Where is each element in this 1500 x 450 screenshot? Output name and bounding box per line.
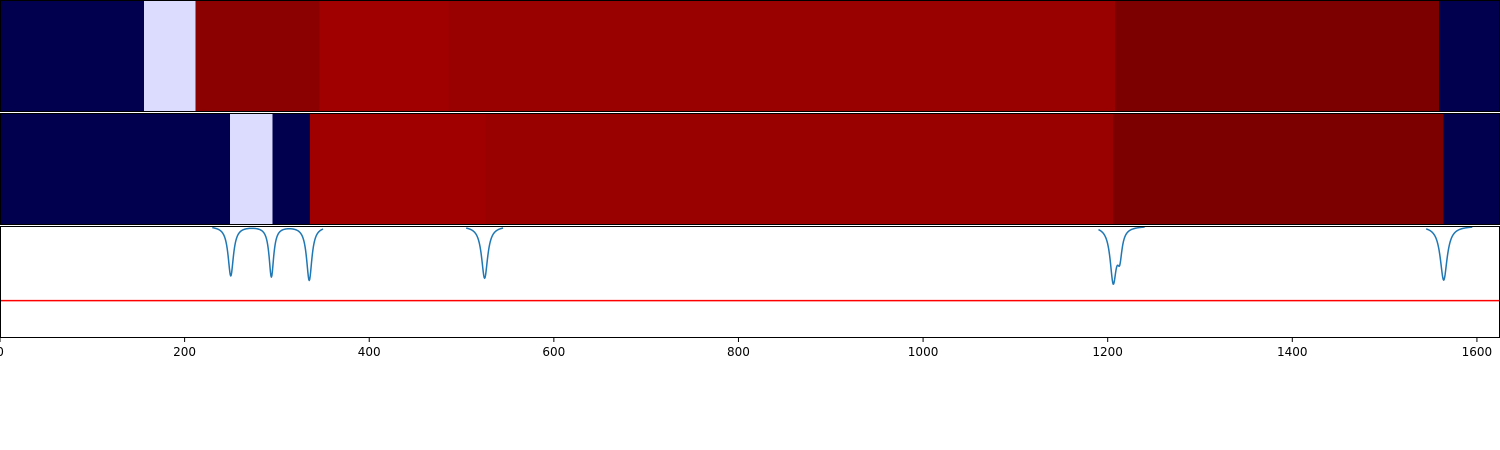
x-tick-label: 600 bbox=[542, 345, 565, 359]
x-axis: 0 200 400 600 800 1000 1200 1400 1600 bbox=[0, 338, 1492, 359]
heatmap-panel-middle bbox=[0, 113, 1500, 225]
heatmap-segment-2-2 bbox=[272, 113, 311, 225]
heatmap-segment-2-5 bbox=[1113, 113, 1444, 225]
heatmap-segment-1-4 bbox=[448, 0, 1116, 112]
panel-border bbox=[0, 226, 1500, 338]
x-tick-label: 0 bbox=[0, 345, 4, 359]
signal-line-2 bbox=[1098, 226, 1145, 285]
signal-line-1 bbox=[465, 227, 504, 280]
x-tick-label: 400 bbox=[358, 345, 381, 359]
heatmap-segment-2-6 bbox=[1443, 113, 1500, 225]
x-tick-label: 200 bbox=[173, 345, 196, 359]
heatmap-segment-1-2 bbox=[195, 0, 320, 112]
heatmap-segment-1-5 bbox=[1115, 0, 1440, 112]
heatmap-segment-2-4 bbox=[485, 113, 1114, 225]
heatmap-segment-1-6 bbox=[1439, 0, 1500, 112]
heatmap-segment-1-0 bbox=[0, 0, 144, 112]
line-panel-bottom bbox=[0, 226, 1500, 338]
heatmap-segment-2-0 bbox=[0, 113, 230, 225]
heatmap-segment-1-3 bbox=[319, 0, 449, 112]
signal-line-0 bbox=[212, 226, 324, 282]
signal-line-3 bbox=[1425, 226, 1473, 281]
x-tick-label: 1200 bbox=[1092, 345, 1123, 359]
x-tick-label: 1600 bbox=[1462, 345, 1493, 359]
x-tick-label: 800 bbox=[727, 345, 750, 359]
heatmap-segment-1-1 bbox=[144, 0, 196, 112]
heatmap-panel-top bbox=[0, 0, 1500, 112]
heatmap-segment-2-3 bbox=[310, 113, 486, 225]
x-tick-label: 1400 bbox=[1277, 345, 1308, 359]
x-tick-label: 1000 bbox=[908, 345, 939, 359]
heatmap-segment-2-1 bbox=[229, 113, 273, 225]
